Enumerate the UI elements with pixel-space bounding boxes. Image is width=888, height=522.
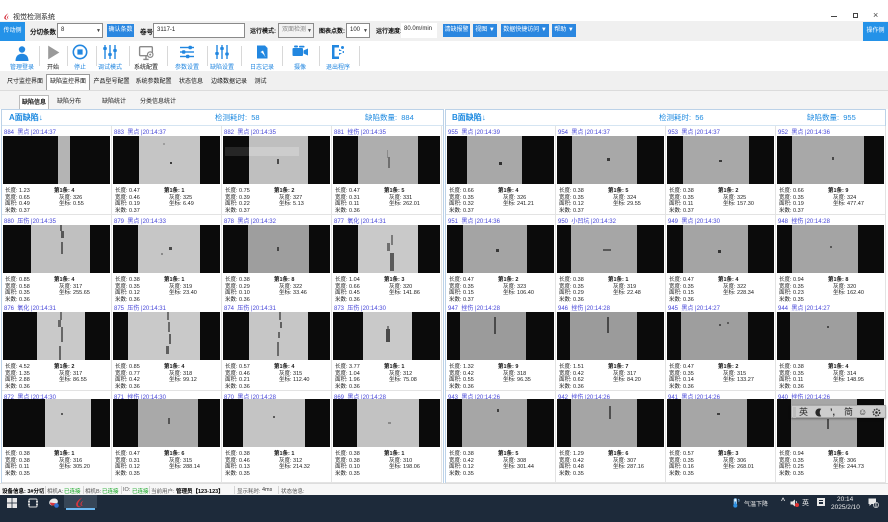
svg-text:6: 6 xyxy=(875,503,878,508)
